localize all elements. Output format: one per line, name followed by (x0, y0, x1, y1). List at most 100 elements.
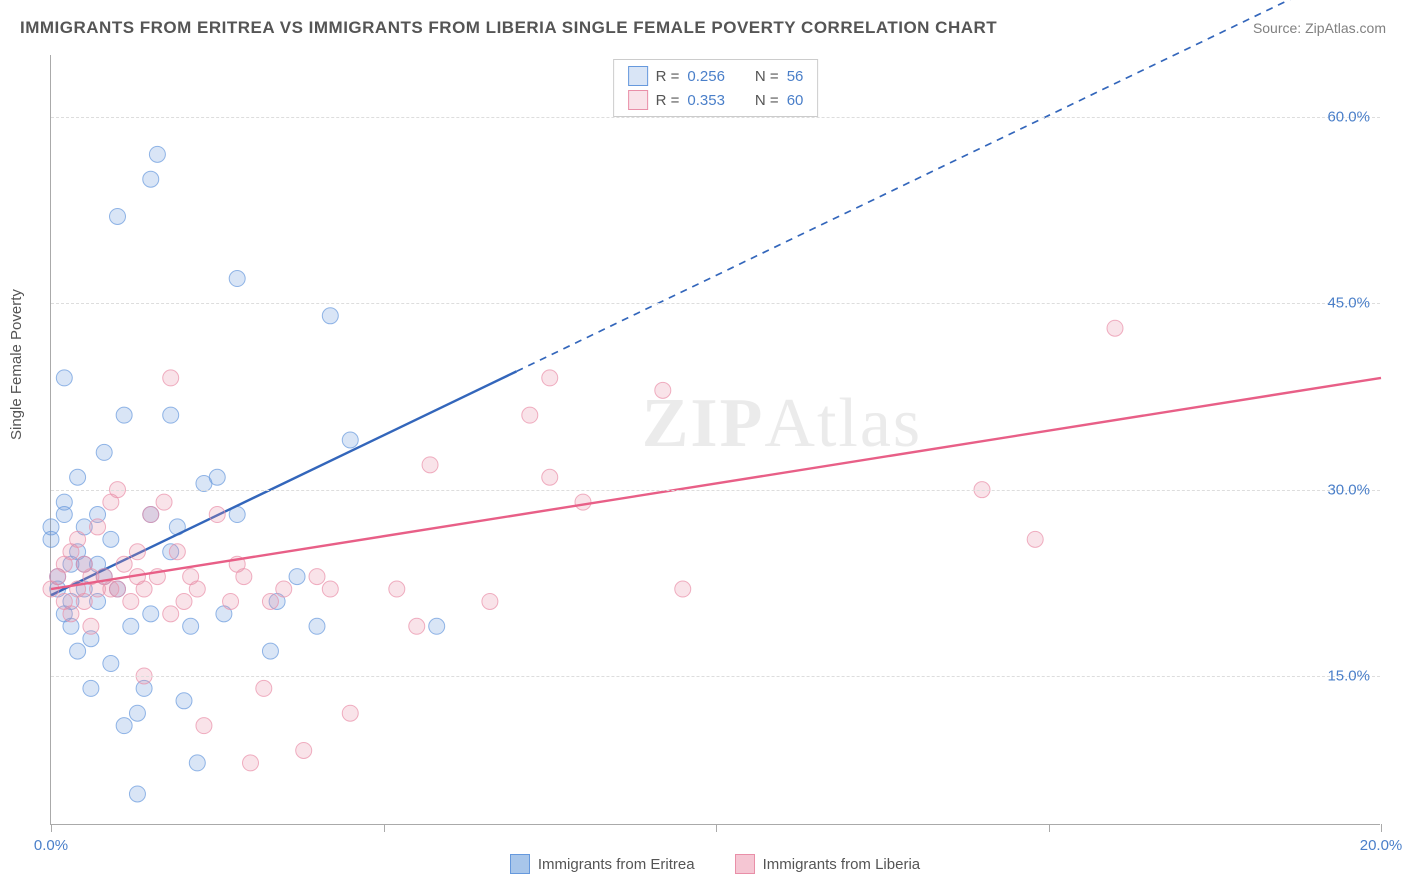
scatter-point (309, 618, 325, 634)
scatter-point (542, 370, 558, 386)
scatter-point (209, 507, 225, 523)
scatter-point (422, 457, 438, 473)
scatter-point (163, 407, 179, 423)
scatter-point (675, 581, 691, 597)
scatter-point (110, 208, 126, 224)
scatter-point (189, 581, 205, 597)
scatter-point (163, 606, 179, 622)
legend-r-value: 0.353 (687, 92, 725, 109)
scatter-point (236, 569, 252, 585)
scatter-point (342, 432, 358, 448)
scatter-point (1107, 320, 1123, 336)
legend-n-label: N = (755, 92, 779, 109)
scatter-point (409, 618, 425, 634)
scatter-point (70, 643, 86, 659)
legend-r-value: 0.256 (687, 68, 725, 85)
scatter-point (176, 593, 192, 609)
y-tick-label: 60.0% (1327, 109, 1370, 126)
scatter-point (189, 755, 205, 771)
scatter-point (70, 469, 86, 485)
legend-n-value: 56 (787, 68, 804, 85)
scatter-point (256, 680, 272, 696)
scatter-point (103, 656, 119, 672)
scatter-point (169, 544, 185, 560)
y-tick-label: 30.0% (1327, 481, 1370, 498)
scatter-point (342, 705, 358, 721)
scatter-point (163, 370, 179, 386)
scatter-point (322, 581, 338, 597)
legend-row: R = 0.256 N = 56 (628, 64, 804, 88)
scatter-point (63, 606, 79, 622)
scatter-point (143, 171, 159, 187)
y-tick-label: 15.0% (1327, 667, 1370, 684)
x-tick (1381, 824, 1382, 832)
scatter-point (129, 786, 145, 802)
scatter-point (289, 569, 305, 585)
scatter-point (322, 308, 338, 324)
scatter-point (209, 469, 225, 485)
legend-row: R = 0.353 N = 60 (628, 88, 804, 112)
scatter-point (482, 593, 498, 609)
series-legend-item: Immigrants from Liberia (735, 854, 921, 874)
scatter-point (83, 618, 99, 634)
scatter-point (143, 507, 159, 523)
legend-n-value: 60 (787, 92, 804, 109)
scatter-point (542, 469, 558, 485)
scatter-point (262, 593, 278, 609)
series-legend-item: Immigrants from Eritrea (510, 854, 695, 874)
scatter-point (123, 618, 139, 634)
scatter-point (176, 693, 192, 709)
scatter-point (129, 544, 145, 560)
scatter-point (296, 742, 312, 758)
scatter-point (389, 581, 405, 597)
chart-header: IMMIGRANTS FROM ERITREA VS IMMIGRANTS FR… (20, 18, 1386, 38)
gridline (51, 676, 1380, 677)
scatter-point (83, 680, 99, 696)
scatter-point (223, 593, 239, 609)
y-axis-label: Single Female Poverty (8, 289, 25, 440)
scatter-point (136, 581, 152, 597)
correlation-legend: R = 0.256 N = 56 R = 0.353 N = 60 (613, 59, 819, 117)
y-tick-label: 45.0% (1327, 295, 1370, 312)
scatter-point (149, 146, 165, 162)
gridline (51, 303, 1380, 304)
series-legend: Immigrants from Eritrea Immigrants from L… (50, 854, 1380, 874)
legend-r-label: R = (656, 68, 680, 85)
regression-line (51, 378, 1381, 589)
scatter-point (129, 705, 145, 721)
legend-swatch (628, 66, 648, 86)
x-tick (384, 824, 385, 832)
scatter-point (655, 382, 671, 398)
scatter-point (103, 531, 119, 547)
gridline (51, 117, 1380, 118)
x-tick (716, 824, 717, 832)
scatter-point (43, 519, 59, 535)
scatter-point (575, 494, 591, 510)
scatter-point (110, 581, 126, 597)
x-tick-label: 0.0% (34, 837, 68, 854)
series-legend-label: Immigrants from Liberia (763, 856, 921, 873)
scatter-point (56, 494, 72, 510)
scatter-point (143, 606, 159, 622)
gridline (51, 490, 1380, 491)
legend-swatch (628, 90, 648, 110)
scatter-point (522, 407, 538, 423)
scatter-point (90, 519, 106, 535)
legend-swatch (510, 854, 530, 874)
scatter-point (56, 370, 72, 386)
scatter-point (116, 718, 132, 734)
legend-r-label: R = (656, 92, 680, 109)
x-tick (1049, 824, 1050, 832)
scatter-point (116, 556, 132, 572)
scatter-point (116, 407, 132, 423)
legend-n-label: N = (755, 68, 779, 85)
scatter-point (276, 581, 292, 597)
scatter-svg (51, 55, 1380, 824)
chart-plot-area: ZIPAtlas R =0.256N =56R =0.353N =60 15.0… (50, 55, 1380, 825)
regression-line-dashed (517, 0, 1382, 371)
scatter-point (70, 531, 86, 547)
series-legend-label: Immigrants from Eritrea (538, 856, 695, 873)
scatter-point (243, 755, 259, 771)
legend-swatch (735, 854, 755, 874)
scatter-point (196, 718, 212, 734)
